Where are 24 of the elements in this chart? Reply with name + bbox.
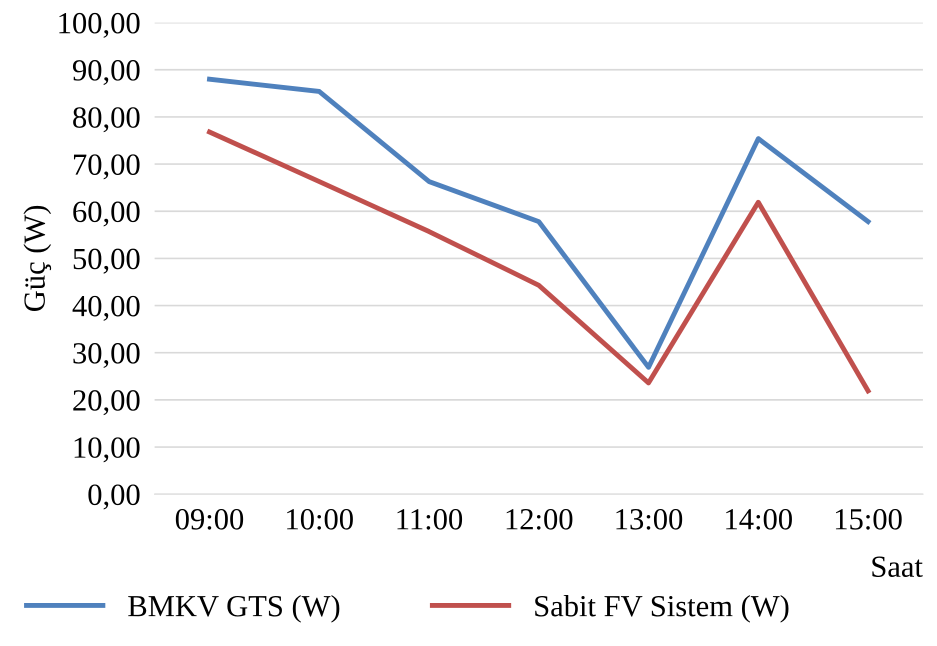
x-tick-label: 11:00 [397,508,462,530]
y-tick-label: 20,00 [73,390,140,416]
x-tick-label: 14:00 [726,508,792,530]
y-tick-label: 90,00 [72,60,140,86]
y-tick-label: 80,00 [73,107,140,132]
x-tick-label: 09:00 [176,508,244,530]
y-tick-label: 0,00 [88,484,140,510]
y-tick-label: 60,00 [73,202,140,227]
legend-label: Sabit FV Sistem (W) [535,594,788,623]
x-tick-label: 13:00 [616,508,682,530]
line-series [207,76,870,370]
legend-label: BMKV GTS (W) [128,594,340,623]
y-tick-label: 50,00 [74,248,140,274]
x-axis-title: Saat [872,556,923,577]
x-tick-label: 12:00 [506,508,572,530]
y-tick-label: 70,00 [74,154,140,180]
y-tick-label: 10,00 [74,437,140,462]
y-axis-title: Güç (W) [23,206,52,312]
line-series [207,130,870,394]
y-tick-label: 40,00 [72,296,140,321]
y-tick-label: 100,00 [59,12,140,38]
x-tick-label: 10:00 [287,508,353,530]
y-tick-label: 30,00 [73,343,140,368]
x-tick-label: 15:00 [836,508,902,530]
